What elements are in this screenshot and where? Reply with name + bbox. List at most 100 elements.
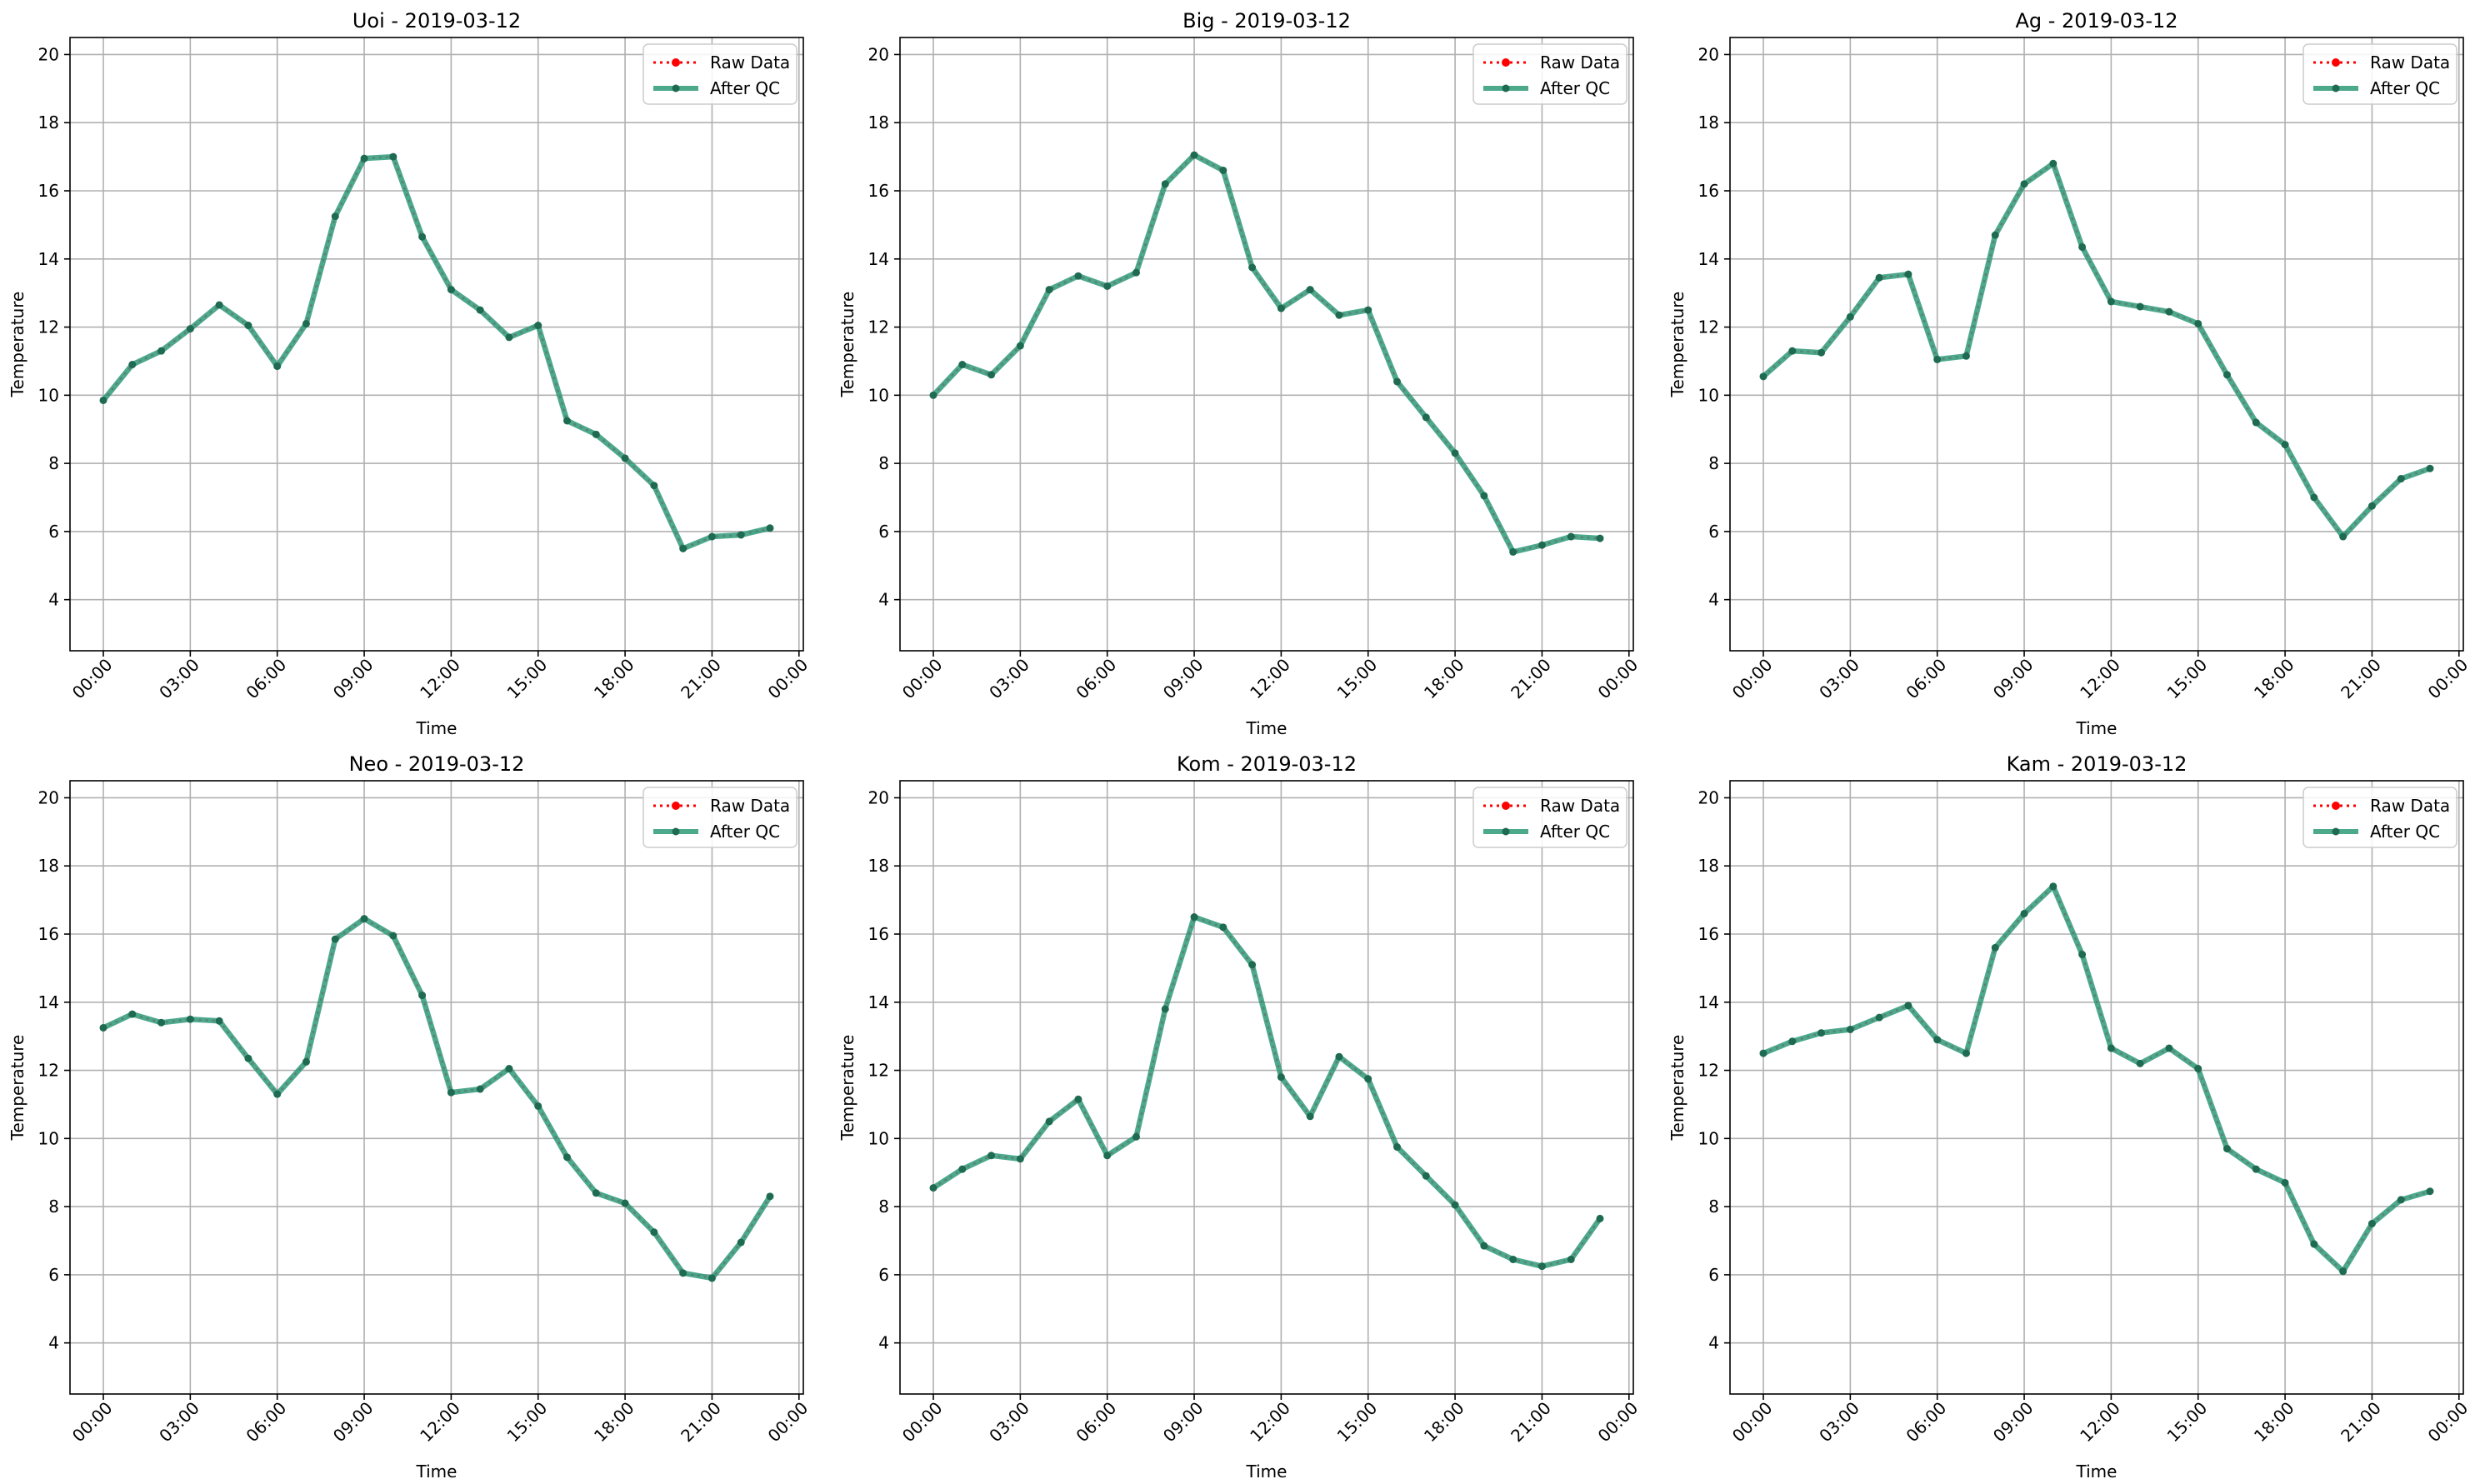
x-tick-label: 15:00 — [503, 1398, 552, 1447]
y-tick-label: 10 — [868, 1128, 889, 1148]
y-tick-label: 8 — [48, 453, 59, 473]
y-tick-label: 10 — [38, 1128, 59, 1148]
x-axis-label: Time — [416, 1462, 458, 1482]
x-tick-label: 18:00 — [1420, 655, 1468, 703]
data-point — [1846, 1025, 1854, 1033]
y-tick-label: 8 — [1708, 453, 1719, 473]
x-tick-label: 06:00 — [1902, 1398, 1951, 1447]
y-tick-label: 18 — [868, 112, 889, 132]
data-point — [215, 301, 223, 309]
data-point — [1538, 1262, 1546, 1271]
legend-raw-label: Raw Data — [1540, 52, 1620, 72]
data-point — [1306, 286, 1314, 294]
legend-qc-marker — [672, 827, 680, 836]
data-point — [1045, 286, 1053, 294]
data-point — [1016, 342, 1024, 350]
data-point — [1509, 547, 1518, 556]
data-point — [2368, 1220, 2376, 1228]
data-point — [1480, 492, 1488, 500]
x-tick-label: 15:00 — [2163, 655, 2212, 703]
data-point — [1962, 352, 1970, 360]
after-qc-series-line — [930, 914, 1603, 1269]
data-point — [186, 1015, 194, 1023]
data-point — [2252, 418, 2260, 427]
legend-qc-label: After QC — [2370, 822, 2440, 842]
x-tick-label: 03:00 — [155, 1398, 203, 1447]
subplot-5: 4 6 8 10 12 14 16 18 20 00:00 03:00 06:00 09:00 12:00… — [838, 752, 1642, 1482]
data-point — [99, 1023, 108, 1032]
data-point — [1991, 943, 1999, 952]
axes-frame — [69, 37, 804, 652]
data-point — [1904, 1002, 1912, 1010]
y-axis-label: Temperature — [1668, 1035, 1688, 1142]
data-point — [1991, 231, 1999, 239]
y-tick-label: 18 — [38, 112, 59, 132]
y-tick-label: 16 — [38, 924, 59, 944]
x-tick-label: 18:00 — [590, 1398, 638, 1447]
data-point — [158, 347, 166, 355]
data-point — [360, 915, 368, 923]
x-tick-label: 18:00 — [590, 655, 638, 703]
x-tick-label: 12:00 — [2076, 655, 2124, 703]
y-tick-label: 4 — [878, 1333, 889, 1353]
data-point — [1451, 449, 1459, 457]
raw-data-series-line — [932, 153, 1601, 553]
after-qc-series-line — [1760, 883, 2433, 1275]
x-tick-label: 00:00 — [898, 1398, 947, 1447]
after-qc-series-line — [100, 916, 773, 1282]
y-tick-label: 16 — [868, 181, 889, 201]
data-point — [766, 524, 774, 532]
data-point — [2397, 475, 2405, 483]
x-tick-label: 00:00 — [1728, 1398, 1777, 1447]
y-tick-label: 18 — [38, 856, 59, 876]
legend-raw-marker — [672, 58, 680, 67]
legend: Raw Data After QC — [642, 43, 798, 105]
raw-data-series-line — [932, 915, 1602, 1267]
data-point — [2049, 159, 2058, 167]
y-tick-label: 14 — [868, 992, 889, 1012]
y-tick-label: 6 — [1708, 1265, 1719, 1285]
data-point — [186, 325, 194, 333]
legend-qc-marker — [672, 84, 680, 92]
y-tick-label: 12 — [1698, 1061, 1719, 1081]
x-tick-label: 21:00 — [2337, 655, 2385, 703]
data-point — [1364, 1075, 1372, 1083]
data-point — [2165, 1044, 2173, 1052]
data-point — [128, 1010, 137, 1018]
y-tick-label: 8 — [878, 1197, 889, 1217]
x-tick-label: 15:00 — [503, 655, 552, 703]
legend-raw-marker — [1502, 802, 1510, 810]
y-tick-label: 12 — [38, 1061, 59, 1081]
data-point — [2368, 502, 2376, 510]
x-tick-label: 12:00 — [1246, 1398, 1294, 1447]
data-point — [1190, 151, 1198, 159]
x-tick-label: 06:00 — [1072, 655, 1121, 703]
data-point — [766, 1192, 774, 1201]
y-axis-label: Temperature — [1668, 292, 1688, 398]
data-point — [1538, 541, 1546, 549]
legend-raw-marker — [672, 802, 680, 810]
data-point — [621, 454, 629, 462]
data-point — [2223, 1145, 2232, 1153]
x-tick-label: 03:00 — [1815, 1398, 1863, 1447]
y-tick-label: 20 — [868, 787, 889, 807]
x-tick-label: 21:00 — [1507, 655, 1555, 703]
legend-qc-marker — [1502, 84, 1510, 92]
data-point — [1422, 1172, 1430, 1180]
y-tick-label: 16 — [1698, 181, 1719, 201]
data-point — [273, 1090, 282, 1098]
after-qc-series-line — [930, 152, 1603, 555]
x-tick-label: 09:00 — [329, 1398, 378, 1447]
y-tick-label: 6 — [878, 1265, 889, 1285]
x-tick-label: 21:00 — [677, 1398, 725, 1447]
x-tick-label: 06:00 — [242, 1398, 291, 1447]
y-tick-label: 14 — [868, 249, 889, 269]
data-point — [447, 1088, 455, 1097]
data-point — [99, 396, 108, 404]
x-tick-label: 12:00 — [2076, 1398, 2124, 1447]
data-point — [1451, 1201, 1459, 1209]
y-tick-label: 18 — [868, 856, 889, 876]
data-point — [650, 1228, 658, 1237]
y-tick-label: 20 — [1698, 44, 1719, 64]
data-point — [1219, 923, 1228, 932]
